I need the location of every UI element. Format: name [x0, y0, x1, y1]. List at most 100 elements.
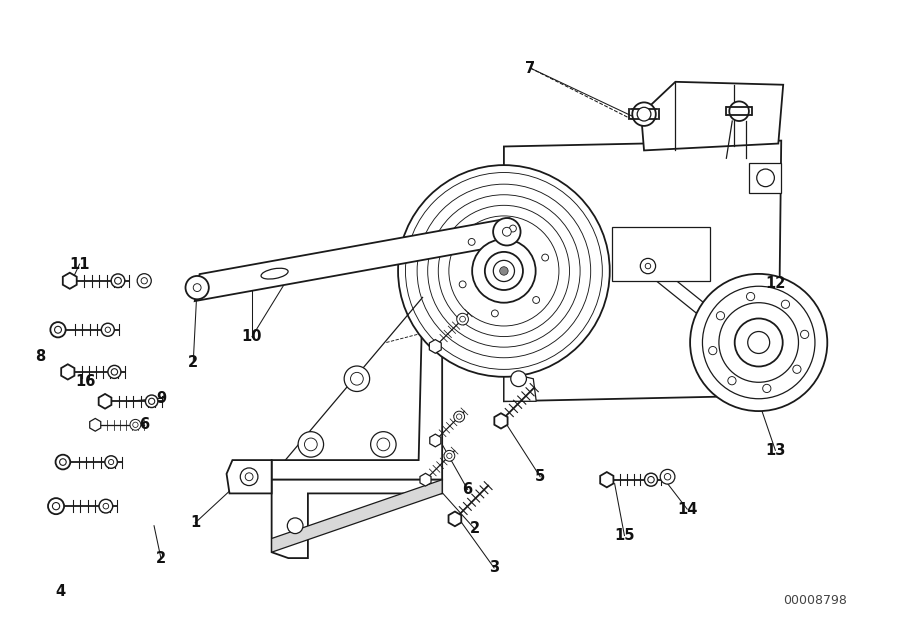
Circle shape	[111, 274, 125, 288]
Circle shape	[137, 274, 151, 288]
Circle shape	[664, 474, 670, 480]
Circle shape	[485, 252, 523, 290]
Circle shape	[468, 239, 475, 245]
Circle shape	[48, 498, 64, 514]
Circle shape	[542, 254, 549, 261]
Circle shape	[702, 286, 815, 399]
Circle shape	[793, 365, 801, 373]
Text: 16: 16	[76, 374, 95, 389]
Circle shape	[644, 473, 658, 486]
Circle shape	[446, 453, 452, 458]
Circle shape	[240, 468, 258, 486]
Circle shape	[398, 165, 609, 377]
Circle shape	[757, 169, 774, 187]
Circle shape	[456, 313, 468, 325]
Circle shape	[762, 384, 771, 392]
Polygon shape	[641, 82, 783, 150]
Circle shape	[105, 327, 111, 333]
Polygon shape	[194, 218, 509, 301]
Circle shape	[460, 316, 465, 322]
Text: 2: 2	[156, 551, 166, 566]
Circle shape	[146, 395, 158, 408]
Text: 13: 13	[765, 443, 786, 458]
Circle shape	[287, 518, 303, 533]
Polygon shape	[272, 293, 442, 479]
Circle shape	[533, 297, 540, 304]
Circle shape	[459, 281, 466, 288]
Text: 11: 11	[69, 257, 90, 272]
Circle shape	[511, 371, 526, 387]
Circle shape	[661, 469, 675, 484]
Circle shape	[406, 173, 602, 370]
Text: 4: 4	[55, 584, 65, 599]
Circle shape	[637, 107, 651, 121]
Polygon shape	[430, 434, 441, 447]
Circle shape	[645, 264, 651, 269]
Circle shape	[493, 260, 515, 281]
Circle shape	[454, 411, 464, 422]
Circle shape	[141, 277, 148, 284]
Polygon shape	[504, 140, 781, 401]
Circle shape	[56, 455, 70, 469]
Circle shape	[108, 365, 121, 378]
Circle shape	[633, 102, 656, 126]
Text: 7: 7	[526, 60, 536, 76]
Circle shape	[708, 347, 717, 355]
Polygon shape	[429, 340, 441, 353]
Circle shape	[493, 218, 520, 246]
Circle shape	[109, 460, 113, 465]
Circle shape	[298, 432, 324, 457]
Circle shape	[52, 502, 59, 510]
Circle shape	[350, 372, 364, 385]
Polygon shape	[272, 479, 442, 558]
Circle shape	[449, 216, 559, 326]
Circle shape	[438, 205, 570, 337]
Polygon shape	[227, 460, 272, 493]
Circle shape	[59, 458, 67, 465]
Circle shape	[648, 476, 654, 483]
Circle shape	[185, 276, 209, 299]
Text: 9: 9	[156, 391, 166, 406]
Circle shape	[148, 398, 155, 404]
Circle shape	[132, 422, 138, 427]
Circle shape	[444, 450, 454, 461]
Polygon shape	[99, 394, 112, 409]
Circle shape	[472, 239, 536, 303]
Text: 14: 14	[677, 502, 698, 517]
Polygon shape	[272, 479, 442, 552]
Circle shape	[102, 323, 114, 337]
Circle shape	[194, 284, 201, 291]
Circle shape	[99, 499, 112, 513]
Circle shape	[746, 293, 755, 300]
Polygon shape	[448, 512, 462, 526]
Circle shape	[729, 102, 749, 121]
Circle shape	[502, 227, 511, 236]
Polygon shape	[61, 364, 75, 380]
Circle shape	[114, 277, 122, 284]
Circle shape	[491, 310, 499, 317]
Circle shape	[748, 331, 770, 354]
Text: 8: 8	[35, 349, 46, 364]
Text: 2: 2	[188, 354, 198, 370]
Polygon shape	[494, 413, 508, 429]
Polygon shape	[420, 473, 431, 486]
Circle shape	[640, 258, 655, 274]
Circle shape	[50, 322, 66, 337]
FancyBboxPatch shape	[612, 227, 710, 281]
Text: 5: 5	[535, 469, 545, 485]
Text: 00008798: 00008798	[783, 594, 847, 607]
Circle shape	[105, 456, 117, 468]
Ellipse shape	[261, 268, 288, 279]
Text: 2: 2	[470, 521, 480, 536]
Circle shape	[716, 312, 725, 320]
Circle shape	[456, 414, 462, 419]
Text: 6: 6	[140, 417, 149, 432]
Circle shape	[800, 330, 809, 338]
Circle shape	[344, 366, 370, 392]
Text: 3: 3	[489, 561, 500, 575]
Polygon shape	[504, 372, 536, 401]
Polygon shape	[63, 272, 76, 289]
Circle shape	[500, 267, 508, 275]
Text: 10: 10	[242, 329, 262, 344]
Circle shape	[371, 432, 396, 457]
